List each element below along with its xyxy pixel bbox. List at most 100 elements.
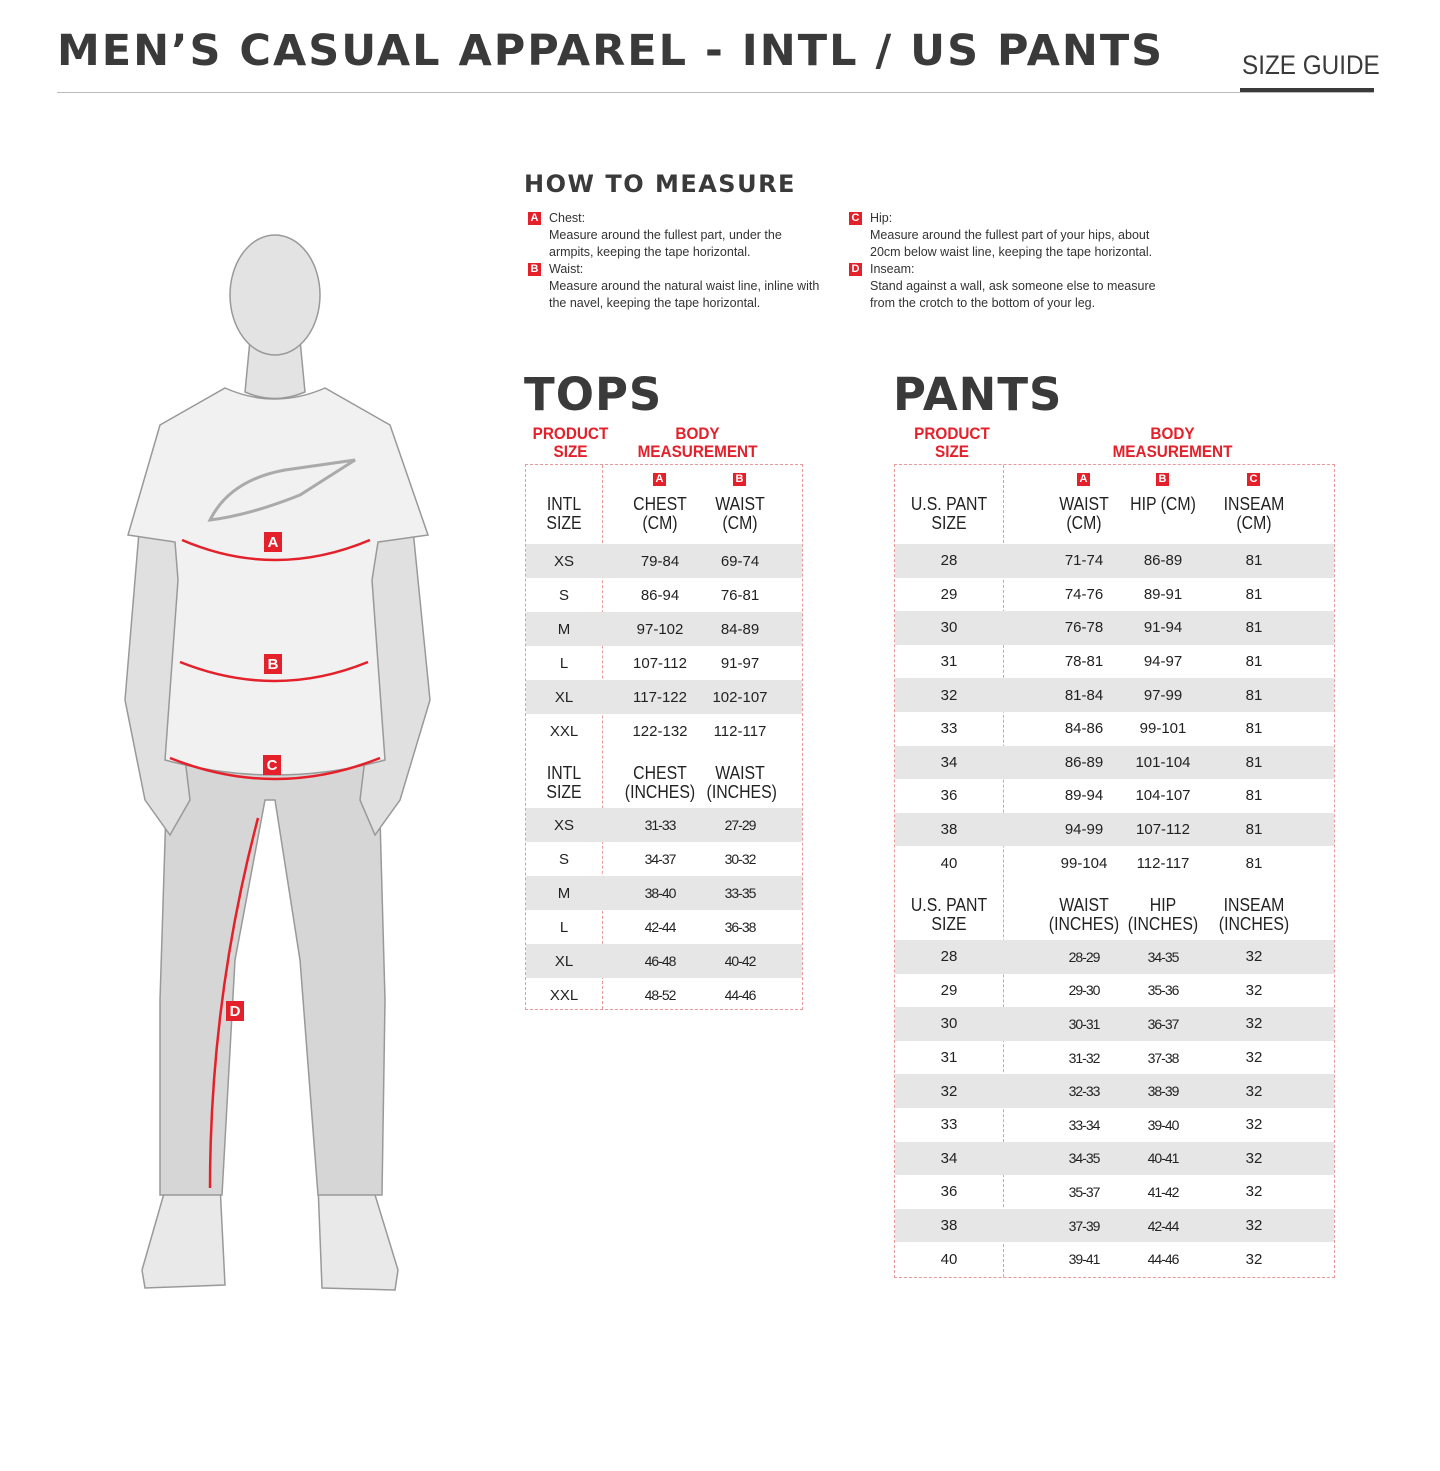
table-cell: 76-81 <box>720 586 760 604</box>
page-title: MEN’S CASUAL APPAREL - INTL / US PANTS <box>57 26 1165 76</box>
tops-product-size-label: PRODUCT SIZE <box>532 424 609 461</box>
table-cell: 40-42 <box>724 953 757 969</box>
table-row: S 86-94 76-81 <box>526 578 802 612</box>
column-header: INSEAM (CM) <box>1223 494 1285 533</box>
table-cell: M <box>557 884 571 902</box>
table-cell: 32 <box>1245 1049 1263 1067</box>
table-cell: 40 <box>940 1250 958 1268</box>
pants-inches-header: U.S. PANT SIZE WAIST (INCHES) HIP (INCHES)… <box>895 880 1334 940</box>
model-figure: A B C D <box>124 234 431 1291</box>
column-header: WAIST (INCHES) <box>706 763 777 802</box>
table-cell: 71-74 <box>1064 552 1104 570</box>
measure-badge: C <box>1247 473 1260 486</box>
table-cell: 37-39 <box>1068 1217 1101 1234</box>
shoe-left <box>141 1184 226 1289</box>
table-cell: 74-76 <box>1064 585 1104 603</box>
table-cell: 122-132 <box>632 722 688 740</box>
pants-product-size-label: PRODUCT SIZE <box>914 424 990 461</box>
table-cell: 36-37 <box>1147 1015 1180 1032</box>
table-cell: 32 <box>1245 1082 1263 1100</box>
column-header: INTL SIZE <box>546 763 582 802</box>
shoe-right <box>317 1184 399 1291</box>
instruction-inseam: D Inseam: Stand against a wall, ask someon… <box>849 261 1169 312</box>
column-header: WAIST (CM) <box>1059 494 1109 533</box>
badge-a: A <box>528 212 541 225</box>
table-cell: 32 <box>1245 981 1263 999</box>
table-cell: XS <box>553 816 574 834</box>
column-header: WAIST (CM) <box>715 494 765 533</box>
table-cell: 34 <box>940 1149 958 1167</box>
size-guide-underline <box>1240 88 1374 92</box>
table-cell: 32 <box>1245 1183 1263 1201</box>
table-cell: M <box>557 620 571 638</box>
instructions-col-1: A Chest: Measure around the fullest part, … <box>528 210 828 312</box>
table-row: 38 37-39 42-44 32 <box>895 1208 1334 1243</box>
table-cell: 32 <box>1245 948 1263 966</box>
table-row: 34 86-89 101-104 81 <box>895 745 1334 780</box>
table-cell: 97-99 <box>1143 686 1183 704</box>
table-cell: 89-91 <box>1143 585 1183 603</box>
table-row: 28 28-29 34-35 32 <box>895 940 1334 974</box>
column-header: INSEAM (INCHES) <box>1218 895 1290 934</box>
table-row: 33 84-86 99-101 81 <box>895 712 1334 746</box>
table-cell: 117-122 <box>633 688 687 706</box>
column-divider <box>1003 465 1004 1277</box>
table-cell: 91-97 <box>720 654 760 672</box>
table-row: 29 74-76 89-91 81 <box>895 578 1334 612</box>
table-cell: 86-89 <box>1143 552 1183 570</box>
figure-label-d: D <box>230 1003 241 1020</box>
table-cell: 81 <box>1245 787 1263 805</box>
pants <box>159 744 386 1196</box>
table-cell: 78-81 <box>1064 653 1104 671</box>
table-cell: 46-48 <box>644 953 677 969</box>
table-row: 31 31-32 37-38 32 <box>895 1041 1334 1075</box>
table-row: 38 94-99 107-112 81 <box>895 812 1334 847</box>
table-row: XL 46-48 40-42 <box>526 944 802 978</box>
table-cell: 37-38 <box>1147 1049 1180 1066</box>
table-cell: 31 <box>940 653 958 671</box>
table-cell: 69-74 <box>720 552 760 570</box>
table-cell: 31-32 <box>1068 1049 1101 1066</box>
table-row: 36 35-37 41-42 32 <box>895 1175 1334 1209</box>
table-row: XS 31-33 27-29 <box>526 808 802 842</box>
table-row: 28 71-74 86-89 81 <box>895 544 1334 578</box>
column-header: INTL SIZE <box>546 494 582 533</box>
table-row: M 38-40 33-35 <box>526 876 802 910</box>
tops-title: TOPS <box>524 368 663 421</box>
table-cell: 94-99 <box>1064 821 1104 839</box>
table-cell: 99-104 <box>1060 854 1108 872</box>
measure-badge: B <box>733 473 746 486</box>
table-row: L 107-112 91-97 <box>526 646 802 680</box>
table-cell: 112-117 <box>713 722 767 740</box>
table-cell: 30 <box>940 619 958 637</box>
table-cell: 44-46 <box>724 987 757 1003</box>
measure-badge: A <box>1077 473 1090 486</box>
table-row: XS 79-84 69-74 <box>526 544 802 578</box>
table-cell: 39-41 <box>1068 1251 1101 1268</box>
table-cell: 28-29 <box>1068 948 1101 965</box>
table-cell: 29 <box>940 981 958 999</box>
table-cell: 84-89 <box>720 620 760 638</box>
table-cell: 42-44 <box>1147 1217 1180 1234</box>
table-row: 34 34-35 40-41 32 <box>895 1141 1334 1176</box>
table-cell: 42-44 <box>644 919 677 935</box>
table-cell: 34-35 <box>1147 948 1180 965</box>
table-cell: 33 <box>940 720 958 738</box>
table-cell: 35-37 <box>1068 1183 1101 1200</box>
measure-badge: A <box>653 473 666 486</box>
instructions-col-2: C Hip: Measure around the fullest part of … <box>849 210 1169 312</box>
instruction-waist: B Waist: Measure around the natural waist … <box>528 261 828 312</box>
table-cell: 107-112 <box>1136 821 1190 839</box>
table-cell: 102-107 <box>712 688 768 706</box>
badge-c: C <box>849 212 862 225</box>
tops-cm-header: INTL SIZE CHEST (CM) A WAIST (CM) B <box>526 465 802 544</box>
table-cell: 86-94 <box>640 586 680 604</box>
tops-body-measurement-label: BODY MEASUREMENT <box>637 424 758 461</box>
table-cell: 81 <box>1245 552 1263 570</box>
table-cell: 107-112 <box>633 654 687 672</box>
table-cell: 40-41 <box>1147 1150 1180 1167</box>
table-cell: 81 <box>1245 753 1263 771</box>
table-cell: 33 <box>940 1116 958 1134</box>
table-row: 29 29-30 35-36 32 <box>895 974 1334 1008</box>
table-cell: 97-102 <box>636 620 684 638</box>
